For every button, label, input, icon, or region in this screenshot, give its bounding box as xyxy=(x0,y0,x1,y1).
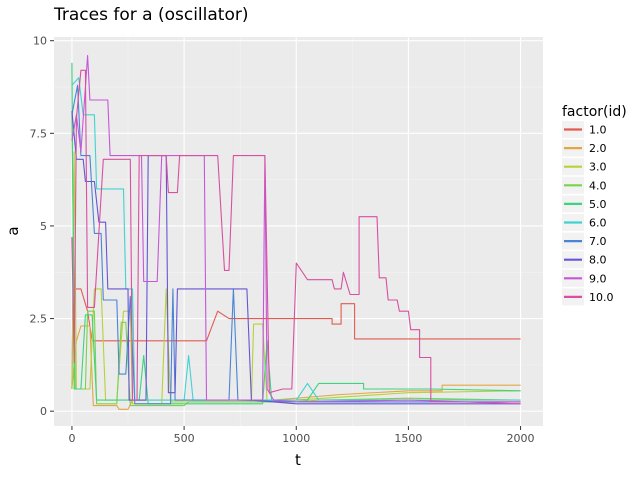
chart-title: Traces for a (oscillator) xyxy=(53,5,248,25)
y-tick-label: 7.5 xyxy=(30,127,48,140)
legend-label-1.0: 1.0 xyxy=(589,124,607,137)
y-tick-label: 10 xyxy=(33,35,47,48)
series-lines xyxy=(71,54,521,410)
x-tick-label: 500 xyxy=(174,432,195,445)
y-tick-label: 2.5 xyxy=(30,313,48,326)
plot-panel xyxy=(54,37,543,426)
legend-label-6.0: 6.0 xyxy=(589,217,607,230)
x-tick-label: 2000 xyxy=(507,432,535,445)
series-line-4.0 xyxy=(71,114,521,407)
legend-label-10.0: 10.0 xyxy=(589,291,614,304)
legend-label-4.0: 4.0 xyxy=(589,179,607,192)
x-tick-label: 1500 xyxy=(394,432,422,445)
y-axis: 0 2.5 5 7.5 10 xyxy=(30,35,54,418)
legend-label-7.0: 7.0 xyxy=(589,235,607,248)
legend-title: factor(id) xyxy=(562,104,627,120)
legend-label-8.0: 8.0 xyxy=(589,254,607,267)
x-tick-label: 1000 xyxy=(282,432,310,445)
y-tick-label: 5 xyxy=(40,220,47,233)
y-axis-title: a xyxy=(4,226,22,235)
series-line-1.0 xyxy=(71,288,521,390)
legend-label-3.0: 3.0 xyxy=(589,161,607,174)
legend-label-5.0: 5.0 xyxy=(589,198,607,211)
series-line-3.0 xyxy=(71,151,521,405)
series-line-9.0 xyxy=(71,54,521,405)
y-tick-label: 0 xyxy=(40,405,47,418)
series-line-6.0 xyxy=(71,77,521,401)
series-line-5.0 xyxy=(71,62,521,405)
grid-lines xyxy=(54,37,543,426)
legend-label-2.0: 2.0 xyxy=(589,142,607,155)
x-axis: 0 500 1000 1500 2000 xyxy=(68,426,535,445)
x-axis-title: t xyxy=(295,451,301,469)
legend: factor(id) 1.0 2.0 3.0 4.0 5.0 6.0 7.0 8.0 9.0 10… xyxy=(562,104,627,306)
legend-label-9.0: 9.0 xyxy=(589,272,607,285)
series-line-10.0 xyxy=(71,69,521,403)
x-tick-label: 0 xyxy=(68,432,75,445)
